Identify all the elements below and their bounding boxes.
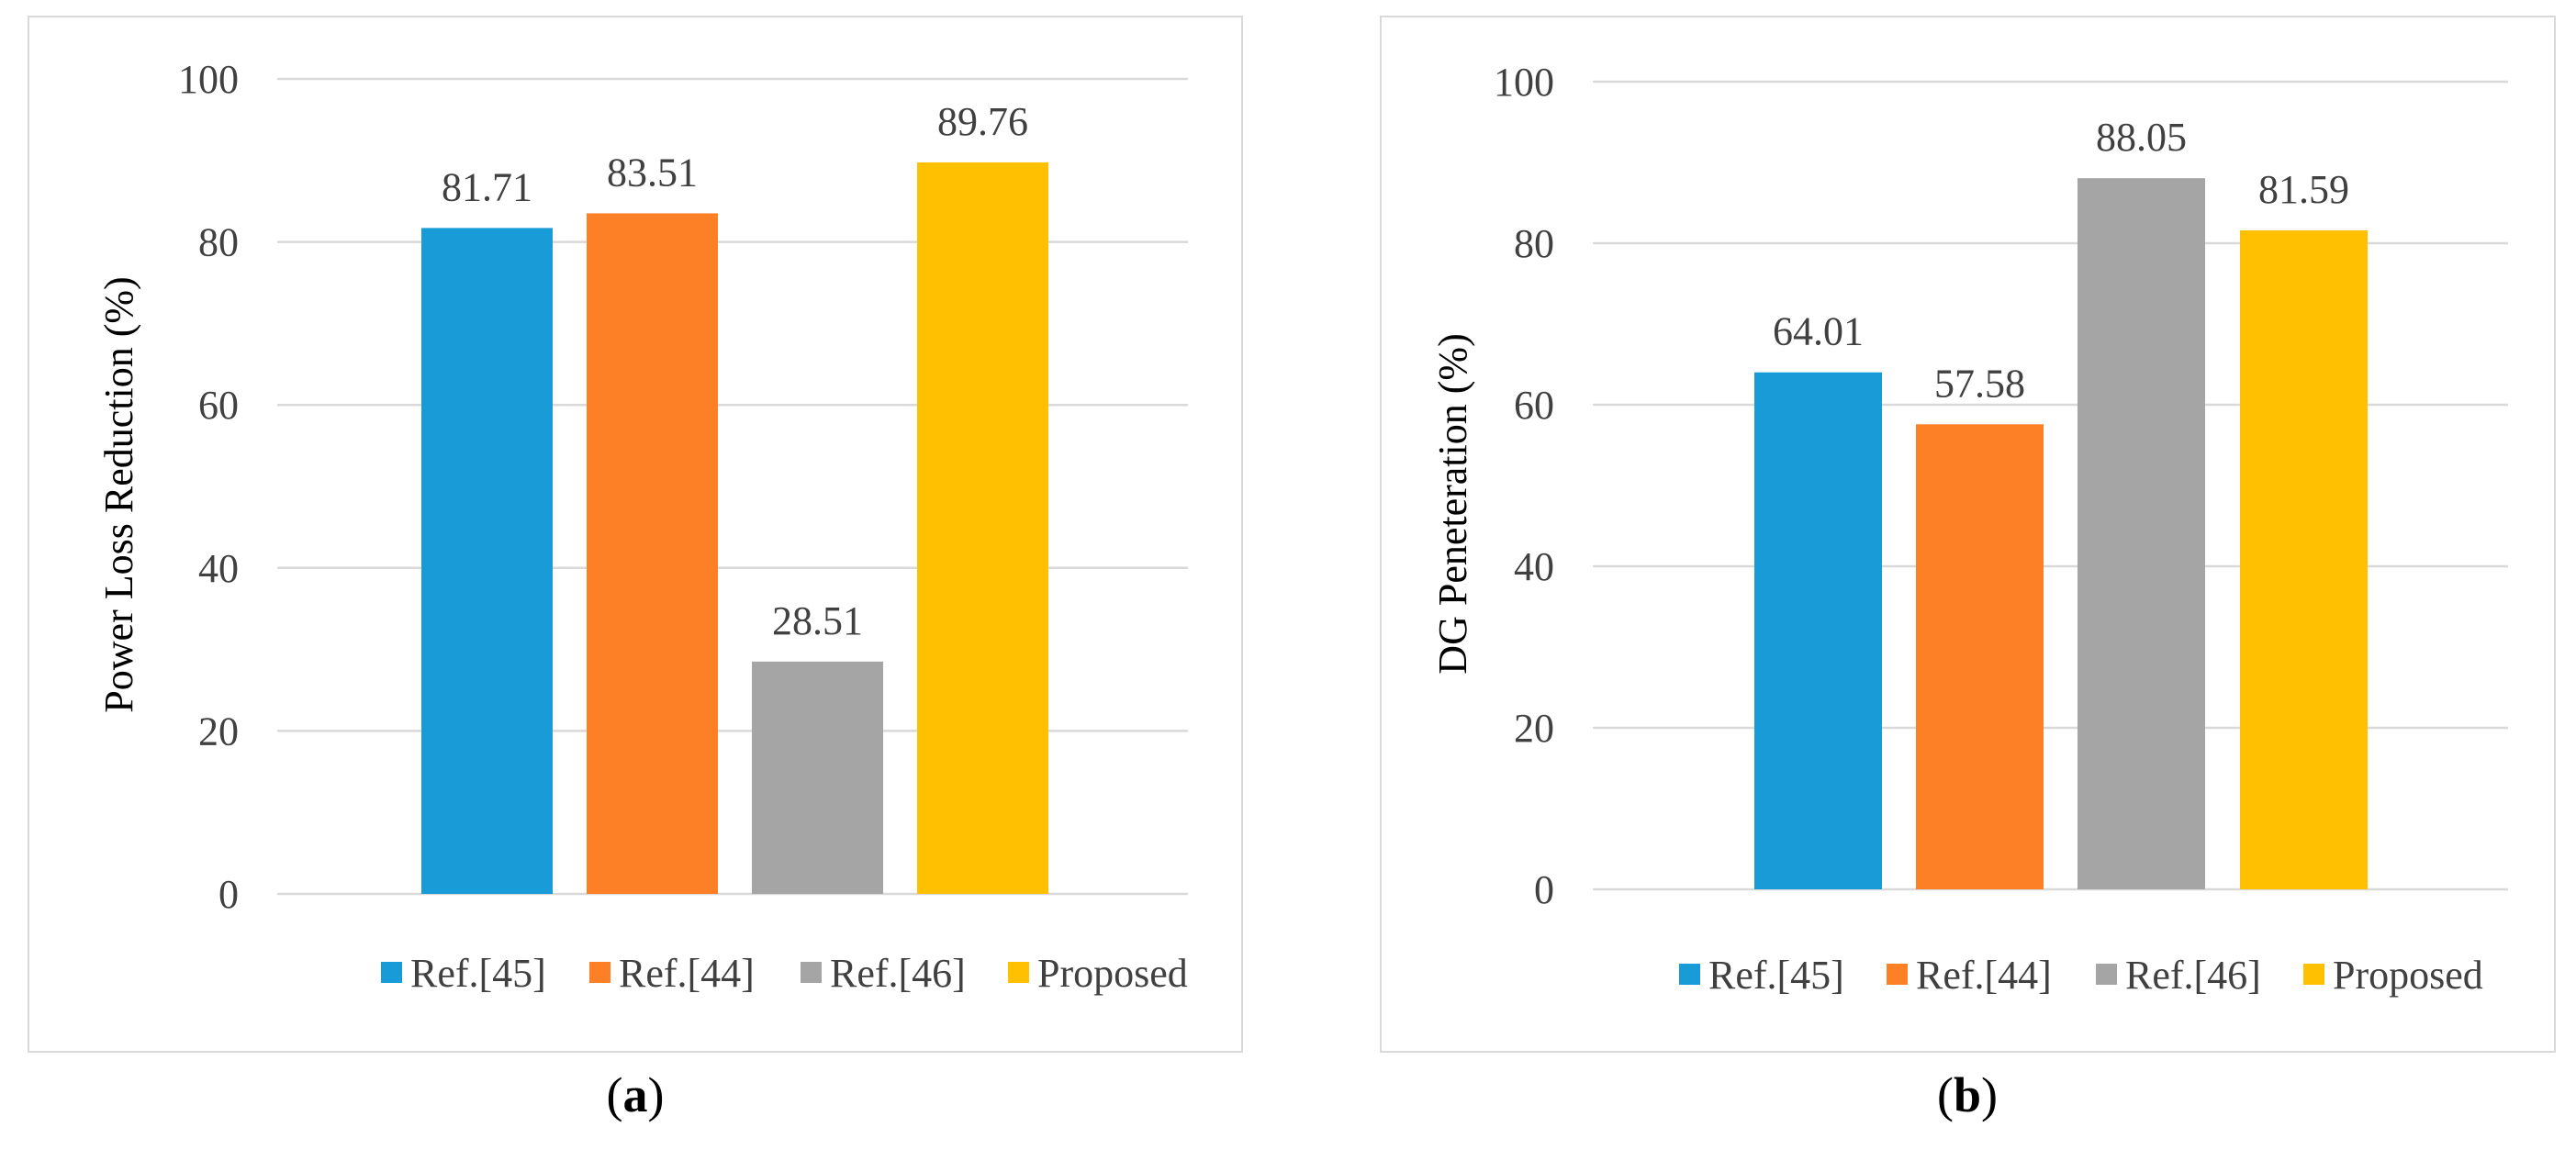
caption-a-open: ( (606, 1067, 623, 1122)
data-label-a-1: 81.71 (442, 164, 532, 209)
bar-a-2 (587, 213, 718, 894)
legend-label-b-2: Ref.[44] (1916, 953, 2052, 998)
y-tick-label-a-20: 20 (198, 709, 239, 753)
caption-b-open: ( (1936, 1067, 1954, 1122)
y-tick-label-b-80: 80 (1514, 221, 1554, 266)
legend-swatch-b-4 (2303, 964, 2324, 985)
chart-panel-a: 0 20 40 60 80 100 Power Loss Reduction (%) 81.7… (28, 16, 1243, 1053)
data-label-b-2: 57.58 (1934, 361, 2025, 406)
y-tick-label-b-20: 20 (1514, 706, 1554, 751)
bar-a-1 (421, 228, 553, 894)
chart-a-svg: 0 20 40 60 80 100 Power Loss Reduction (%) 81.7… (96, 57, 1188, 996)
caption-b-close: ) (1981, 1067, 1998, 1122)
y-tick-label-a-40: 40 (198, 546, 239, 591)
bar-a-3 (752, 661, 883, 894)
legend-label-a-3: Ref.[46] (830, 951, 966, 996)
data-label-a-3: 28.51 (772, 598, 863, 643)
chart-b-svg: 0 20 40 60 80 100 DG Peneteration (%) 64.01 57.5… (1430, 60, 2508, 998)
legend-swatch-b-3 (2096, 964, 2117, 985)
y-tick-label-a-100: 100 (178, 57, 239, 102)
data-label-b-3: 88.05 (2096, 115, 2187, 160)
data-label-a-2: 83.51 (607, 150, 698, 195)
data-label-a-4: 89.76 (937, 99, 1028, 144)
y-tick-label-a-80: 80 (198, 220, 239, 265)
legend-swatch-a-4 (1008, 962, 1029, 983)
data-label-b-1: 64.01 (1773, 309, 1864, 354)
bar-b-2 (1916, 424, 2044, 889)
y-axis-label-a: Power Loss Reduction (%) (96, 276, 141, 712)
bar-b-3 (2078, 178, 2205, 889)
caption-a: (a) (543, 1066, 727, 1123)
legend-swatch-a-2 (589, 962, 610, 983)
legend-swatch-a-3 (801, 962, 822, 983)
legend-label-a-2: Ref.[44] (619, 951, 755, 996)
bar-a-4 (917, 162, 1048, 894)
y-tick-label-a-0: 0 (218, 872, 239, 917)
caption-a-letter: a (622, 1067, 648, 1122)
y-axis-label-b: DG Peneteration (%) (1430, 333, 1475, 674)
bar-b-1 (1754, 372, 1882, 889)
caption-a-close: ) (647, 1067, 665, 1122)
y-tick-label-b-60: 60 (1514, 383, 1554, 428)
y-tick-label-a-60: 60 (198, 383, 239, 428)
legend-swatch-a-1 (381, 962, 402, 983)
legend-label-a-4: Proposed (1037, 951, 1188, 996)
legend-swatch-b-1 (1679, 964, 1700, 985)
y-tick-label-b-100: 100 (1494, 60, 1554, 105)
legend-label-b-4: Proposed (2333, 953, 2483, 998)
chart-panel-b: 0 20 40 60 80 100 DG Peneteration (%) 64.01 57.5… (1380, 16, 2556, 1053)
legend-swatch-b-2 (1887, 964, 1908, 985)
caption-b: (b) (1876, 1066, 2059, 1123)
y-tick-label-b-40: 40 (1514, 544, 1554, 589)
caption-b-letter: b (1953, 1067, 1982, 1122)
legend-label-b-1: Ref.[45] (1708, 953, 1844, 998)
legend-label-b-3: Ref.[46] (2125, 953, 2261, 998)
bar-b-4 (2240, 230, 2368, 889)
data-label-b-4: 81.59 (2258, 167, 2349, 212)
y-tick-label-b-0: 0 (1534, 867, 1554, 912)
legend-label-a-1: Ref.[45] (410, 951, 546, 996)
